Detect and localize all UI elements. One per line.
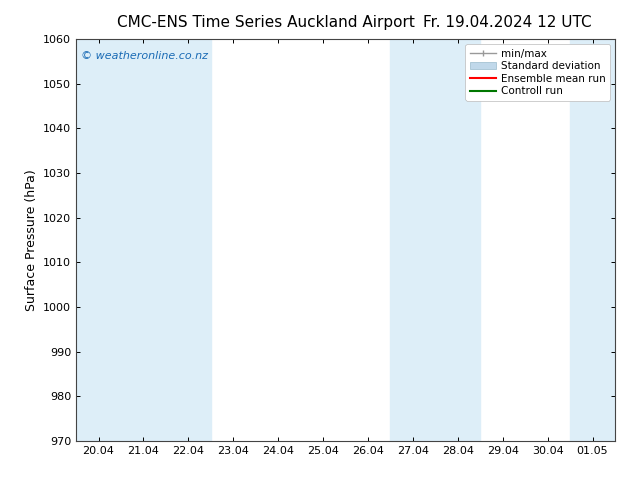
Text: Fr. 19.04.2024 12 UTC: Fr. 19.04.2024 12 UTC <box>423 15 592 30</box>
Bar <box>570 39 615 441</box>
Text: CMC-ENS Time Series Auckland Airport: CMC-ENS Time Series Auckland Airport <box>117 15 415 30</box>
Text: © weatheronline.co.nz: © weatheronline.co.nz <box>81 51 209 61</box>
Y-axis label: Surface Pressure (hPa): Surface Pressure (hPa) <box>25 169 37 311</box>
Legend: min/max, Standard deviation, Ensemble mean run, Controll run: min/max, Standard deviation, Ensemble me… <box>465 45 610 100</box>
Bar <box>391 39 480 441</box>
Bar <box>76 39 210 441</box>
